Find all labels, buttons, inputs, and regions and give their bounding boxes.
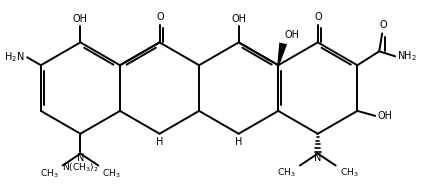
Text: O: O bbox=[315, 11, 323, 22]
Text: NH$_2$: NH$_2$ bbox=[397, 49, 417, 63]
Text: OH: OH bbox=[377, 111, 392, 121]
Text: CH$_3$: CH$_3$ bbox=[340, 166, 358, 179]
Text: OH: OH bbox=[231, 14, 246, 23]
Text: O: O bbox=[157, 11, 164, 22]
Polygon shape bbox=[277, 42, 287, 65]
Text: CH$_3$: CH$_3$ bbox=[40, 167, 59, 180]
Text: H: H bbox=[235, 137, 242, 147]
Text: OH: OH bbox=[284, 30, 299, 40]
Text: H$_2$N: H$_2$N bbox=[4, 50, 24, 64]
Text: O: O bbox=[379, 20, 387, 30]
Text: CH$_3$: CH$_3$ bbox=[102, 167, 121, 180]
Text: OH: OH bbox=[73, 14, 88, 23]
Text: H: H bbox=[156, 137, 163, 147]
Text: CH$_3$: CH$_3$ bbox=[277, 166, 296, 179]
Text: N: N bbox=[314, 153, 321, 163]
Text: N(CH$_3$)$_2$: N(CH$_3$)$_2$ bbox=[62, 162, 99, 174]
Text: N: N bbox=[77, 153, 84, 163]
